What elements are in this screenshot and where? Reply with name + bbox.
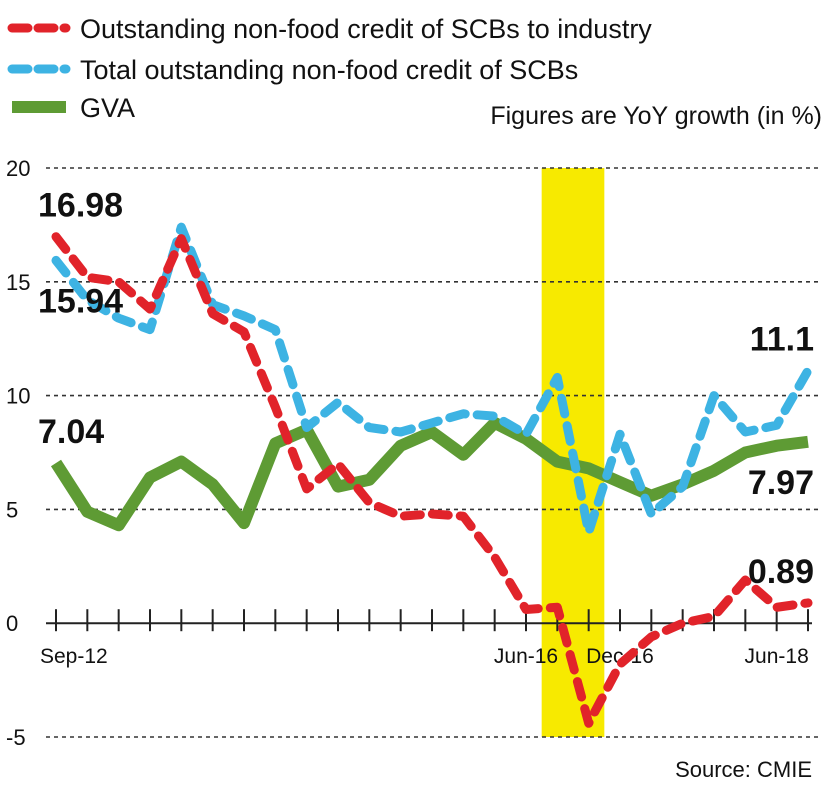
- data-label: 7.97: [748, 464, 814, 502]
- x-tick-label: Sep-12: [40, 645, 108, 668]
- data-label: 0.89: [748, 553, 814, 591]
- legend: Outstanding non-food credit of SCBs to i…: [7, 14, 652, 123]
- y-tick-label: 20: [6, 156, 30, 181]
- source-note: Source: CMIE: [675, 757, 812, 782]
- x-tick-label: Jun-16: [494, 645, 558, 668]
- units-note: Figures are YoY growth (in %): [490, 102, 822, 130]
- y-tick-label: 15: [6, 270, 30, 295]
- data-label: 11.1: [750, 321, 814, 359]
- y-tick-label: 0: [6, 611, 18, 636]
- x-tick-label: Jun-18: [745, 645, 809, 668]
- legend-item-gva: GVA: [12, 93, 135, 123]
- data-label: 7.04: [38, 413, 104, 451]
- legend-item-total-credit: Total outstanding non-food credit of SCB…: [7, 55, 578, 85]
- y-tick-label: -5: [6, 725, 26, 750]
- y-tick-label: 5: [6, 497, 18, 522]
- legend-item-industry-credit: Outstanding non-food credit of SCBs to i…: [7, 14, 652, 44]
- y-tick-label: 10: [6, 384, 30, 409]
- legend-label-industry-credit: Outstanding non-food credit of SCBs to i…: [80, 14, 652, 44]
- data-label: 16.98: [38, 187, 123, 225]
- data-label: 15.94: [38, 282, 123, 320]
- series-line-total-credit: [51, 222, 813, 537]
- series-line-industry-credit: [51, 232, 813, 728]
- legend-label-total-credit: Total outstanding non-food credit of SCB…: [80, 55, 578, 85]
- legend-label-gva: GVA: [80, 93, 135, 123]
